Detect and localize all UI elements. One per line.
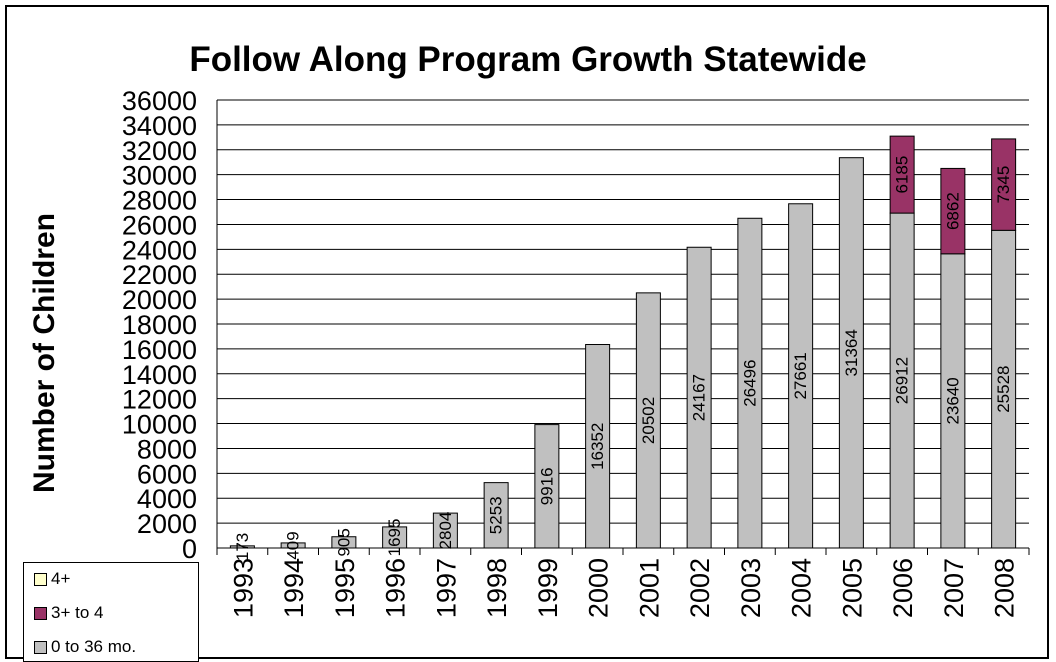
y-tick-label: 6000 bbox=[137, 459, 197, 489]
x-tick-label: 1998 bbox=[482, 558, 512, 618]
y-tick-label: 20000 bbox=[122, 285, 197, 315]
chart-frame bbox=[5, 5, 1049, 659]
data-label: 26496 bbox=[740, 359, 759, 406]
bar bbox=[889, 135, 915, 214]
data-label: 2804 bbox=[436, 512, 455, 550]
y-tick-label: 24000 bbox=[122, 235, 197, 265]
y-tick-label: 0 bbox=[182, 534, 197, 564]
data-label: 7345 bbox=[994, 166, 1013, 204]
y-tick-label: 4000 bbox=[137, 484, 197, 514]
y-tick-label: 12000 bbox=[122, 385, 197, 415]
y-tick-label: 22000 bbox=[122, 260, 197, 290]
data-label: 16352 bbox=[588, 423, 607, 470]
bar bbox=[534, 424, 560, 549]
x-tick-label: 1999 bbox=[533, 558, 563, 618]
data-label: 31364 bbox=[842, 329, 861, 376]
x-tick-label: 2002 bbox=[685, 558, 715, 618]
legend-item-3to4: 3+ to 4 bbox=[34, 601, 103, 625]
data-label: 26912 bbox=[893, 357, 912, 404]
y-tick-label: 2000 bbox=[137, 509, 197, 539]
data-label: 6862 bbox=[943, 192, 962, 230]
bar bbox=[838, 157, 864, 549]
legend-item-4plus: 4+ bbox=[34, 567, 70, 591]
y-tick-label: 34000 bbox=[122, 111, 197, 141]
legend-swatch-0to36 bbox=[34, 640, 47, 654]
bar bbox=[686, 246, 712, 549]
y-tick-label: 28000 bbox=[122, 186, 197, 216]
data-label: 173 bbox=[233, 533, 252, 561]
bar bbox=[585, 344, 611, 549]
legend-label-4plus: 4+ bbox=[51, 569, 71, 588]
x-tick-label: 2007 bbox=[939, 558, 969, 618]
data-label: 1695 bbox=[385, 519, 404, 557]
bar bbox=[635, 292, 661, 549]
data-label: 27661 bbox=[791, 352, 810, 399]
y-tick-label: 26000 bbox=[122, 210, 197, 240]
x-tick-label: 1993 bbox=[228, 558, 258, 618]
x-tick-label: 2006 bbox=[888, 558, 918, 618]
y-tick-label: 32000 bbox=[122, 136, 197, 166]
y-tick-label: 18000 bbox=[122, 310, 197, 340]
bar bbox=[229, 545, 255, 549]
legend: 4+ 3+ to 4 0 to 36 mo. bbox=[23, 562, 199, 662]
data-label: 5253 bbox=[487, 496, 506, 534]
y-tick-label: 14000 bbox=[122, 360, 197, 390]
data-label: 20502 bbox=[639, 397, 658, 444]
data-label: 409 bbox=[284, 531, 303, 559]
bar bbox=[432, 512, 458, 549]
data-label: 23640 bbox=[943, 377, 962, 424]
data-label: 24167 bbox=[690, 374, 709, 421]
data-label: 9916 bbox=[537, 467, 556, 505]
x-tick-label: 2004 bbox=[787, 558, 817, 618]
y-tick-label: 16000 bbox=[122, 335, 197, 365]
y-tick-label: 8000 bbox=[137, 434, 197, 464]
bar bbox=[737, 217, 763, 549]
x-tick-label: 1996 bbox=[381, 558, 411, 618]
x-tick-label: 2000 bbox=[584, 558, 614, 618]
bar bbox=[991, 229, 1017, 549]
x-tick-label: 1997 bbox=[431, 558, 461, 618]
legend-label-0to36: 0 to 36 mo. bbox=[51, 637, 137, 656]
y-tick-label: 30000 bbox=[122, 161, 197, 191]
x-tick-label: 2005 bbox=[837, 558, 867, 618]
bar bbox=[940, 167, 966, 255]
legend-label-3to4: 3+ to 4 bbox=[51, 603, 104, 622]
bar bbox=[280, 542, 306, 549]
x-tick-label: 2008 bbox=[990, 558, 1020, 618]
bar bbox=[889, 212, 915, 549]
bar bbox=[382, 526, 408, 549]
x-tick-label: 2001 bbox=[634, 558, 664, 618]
data-label: 6185 bbox=[893, 156, 912, 194]
data-label: 25528 bbox=[994, 366, 1013, 413]
legend-swatch-3to4 bbox=[34, 606, 47, 620]
data-label: 905 bbox=[334, 528, 353, 556]
x-tick-label: 1995 bbox=[330, 558, 360, 618]
chart-title: Follow Along Program Growth Statewide bbox=[189, 40, 867, 79]
y-tick-label: 10000 bbox=[122, 410, 197, 440]
bar bbox=[991, 138, 1017, 231]
legend-swatch-4plus bbox=[34, 572, 47, 586]
y-tick-label: 36000 bbox=[122, 86, 197, 116]
legend-item-0to36: 0 to 36 mo. bbox=[34, 635, 136, 659]
bar bbox=[483, 482, 509, 549]
bar bbox=[331, 536, 357, 549]
x-tick-label: 2003 bbox=[736, 558, 766, 618]
x-tick-label: 1994 bbox=[279, 558, 309, 618]
bar bbox=[788, 203, 814, 549]
